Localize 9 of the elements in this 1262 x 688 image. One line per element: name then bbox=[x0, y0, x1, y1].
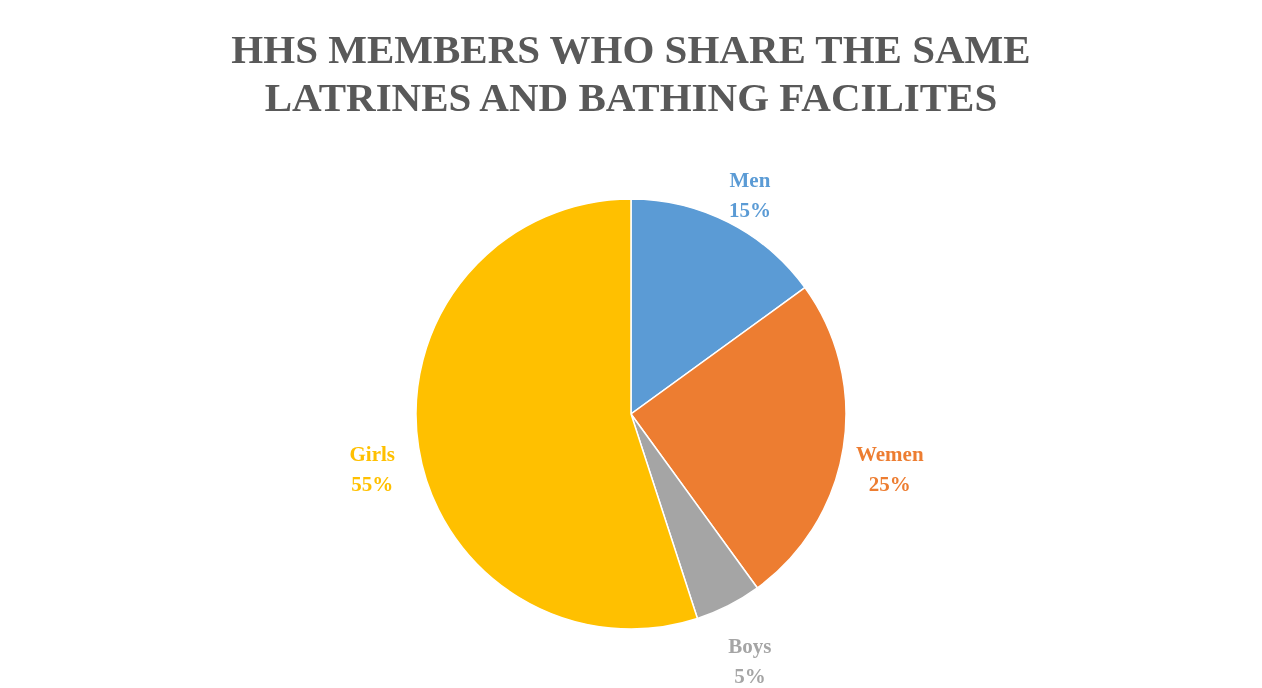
slice-label: Wemen bbox=[855, 441, 924, 466]
slice-label: Men bbox=[729, 167, 771, 192]
chart-title: HHS MEMBERS WHO SHARE THE SAME LATRINES AND BATHING FACILITES bbox=[231, 26, 1031, 120]
data-label: 55% bbox=[351, 471, 394, 496]
data-label: 15% bbox=[728, 197, 771, 222]
data-label: 5% bbox=[734, 664, 766, 688]
slice-label: Girls bbox=[349, 441, 395, 466]
data-label: 25% bbox=[868, 471, 911, 496]
slice-label: Boys bbox=[728, 634, 772, 659]
